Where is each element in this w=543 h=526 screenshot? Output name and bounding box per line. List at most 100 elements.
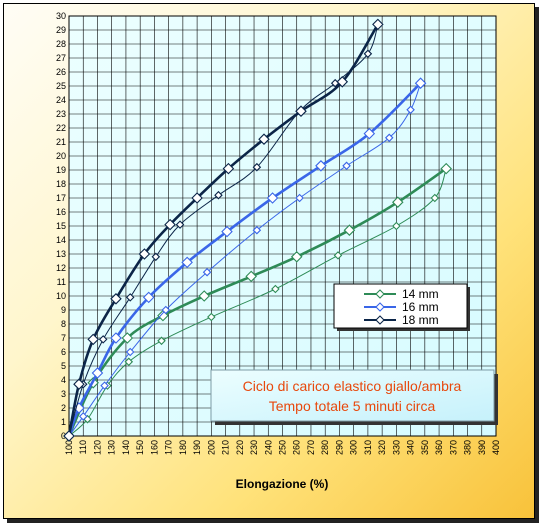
loading-point <box>191 192 203 204</box>
series-0 <box>63 162 452 442</box>
loading-point <box>142 291 155 304</box>
y-tick-label: 1 <box>61 417 66 427</box>
y-tick-label: 19 <box>56 165 66 175</box>
y-tick-label: 16 <box>56 207 66 217</box>
y-tick-label: 21 <box>56 137 66 147</box>
chart-svg: 0123456789101112131415161718192021222324… <box>56 11 501 491</box>
unloading-point <box>124 357 134 367</box>
loading-point <box>414 77 427 89</box>
y-tick-label: 26 <box>56 67 66 77</box>
x-tick-label: 320 <box>377 440 387 455</box>
loading-point <box>91 367 104 379</box>
x-tick-label: 360 <box>434 440 444 455</box>
x-tick-label: 390 <box>477 440 487 455</box>
legend-label: 16 mm <box>402 300 439 314</box>
legend-marker <box>375 289 385 299</box>
annotation-line-2: Tempo totale 5 minuti circa <box>269 398 436 414</box>
loading-point <box>440 162 452 175</box>
annotation-background <box>210 369 495 422</box>
loading-point <box>63 430 75 442</box>
x-tick-label: 190 <box>192 440 202 455</box>
loading-point <box>121 332 134 344</box>
x-tick-label: 240 <box>263 440 273 455</box>
y-tick-label: 17 <box>56 193 66 203</box>
unloading-point <box>406 105 415 115</box>
y-tick-label: 10 <box>56 291 66 301</box>
x-tick-label: 210 <box>221 440 231 455</box>
loading-point <box>181 256 193 269</box>
loading-point <box>110 293 122 305</box>
y-tick-label: 30 <box>56 11 66 21</box>
x-tick-label: 300 <box>349 440 359 455</box>
y-tick-label: 14 <box>56 235 66 245</box>
loading-line <box>67 167 447 437</box>
x-tick-label: 100 <box>64 440 74 455</box>
legend-label: 18 mm <box>402 313 439 327</box>
loading-point <box>245 270 257 283</box>
loading-point <box>198 290 210 302</box>
y-tick-label: 15 <box>56 221 66 231</box>
x-tick-label: 290 <box>334 440 344 455</box>
x-tick-label: 380 <box>463 440 473 455</box>
loading-point <box>110 332 122 344</box>
loading-point <box>392 196 404 208</box>
unloading-point <box>125 293 135 302</box>
unloading-point <box>363 49 373 59</box>
legend-marker <box>375 315 385 325</box>
unloading-point <box>214 190 223 200</box>
x-tick-label: 160 <box>149 440 159 455</box>
x-tick-label: 400 <box>491 440 501 455</box>
x-tick-label: 170 <box>164 440 174 455</box>
loading-point <box>343 224 356 236</box>
x-tick-label: 150 <box>135 440 145 455</box>
unloading-point <box>151 252 161 262</box>
x-tick-label: 220 <box>235 440 245 455</box>
x-tick-label: 270 <box>306 440 316 455</box>
x-tick-label: 230 <box>249 440 259 455</box>
y-tick-label: 12 <box>56 263 66 273</box>
unloading-line <box>68 168 447 437</box>
unloading-point <box>342 161 351 171</box>
y-tick-label: 28 <box>56 39 66 49</box>
loading-point <box>290 251 303 263</box>
series-1 <box>63 77 427 442</box>
y-tick-label: 2 <box>61 403 66 413</box>
unloading-point <box>207 312 216 322</box>
legend-label: 14 mm <box>402 287 439 301</box>
annotation-line-1: Ciclo di carico elastico giallo/ambra <box>243 378 462 394</box>
x-tick-label: 310 <box>363 440 373 455</box>
y-tick-label: 7 <box>61 333 66 343</box>
loading-point <box>164 218 176 231</box>
x-tick-label: 140 <box>121 440 131 455</box>
x-tick-label: 200 <box>206 440 216 455</box>
loading-point <box>315 160 327 172</box>
unloading-point <box>271 284 280 294</box>
y-tick-label: 23 <box>56 109 66 119</box>
x-tick-label: 120 <box>92 440 102 455</box>
y-axis-ticks: 0123456789101112131415161718192021222324… <box>56 11 66 441</box>
x-tick-label: 350 <box>420 440 430 455</box>
x-tick-label: 250 <box>278 440 288 455</box>
y-tick-label: 29 <box>56 25 66 35</box>
x-tick-label: 180 <box>178 440 188 455</box>
loading-point <box>336 76 349 88</box>
unloading-point <box>202 267 212 277</box>
loading-point <box>266 192 279 204</box>
loading-point <box>295 105 307 117</box>
x-tick-label: 280 <box>320 440 330 455</box>
unloading-point <box>252 225 262 235</box>
y-tick-label: 25 <box>56 81 66 91</box>
loading-point <box>258 133 270 145</box>
unloading-point <box>125 347 135 357</box>
x-tick-label: 340 <box>406 440 416 455</box>
loading-point <box>372 18 384 31</box>
x-tick-label: 260 <box>292 440 302 455</box>
unloading-point <box>98 335 108 344</box>
unloading-point <box>384 133 394 143</box>
loading-point <box>363 127 376 140</box>
loading-point <box>222 162 235 175</box>
unloading-point <box>252 162 262 172</box>
y-tick-label: 24 <box>56 95 66 105</box>
y-tick-label: 8 <box>61 319 66 329</box>
